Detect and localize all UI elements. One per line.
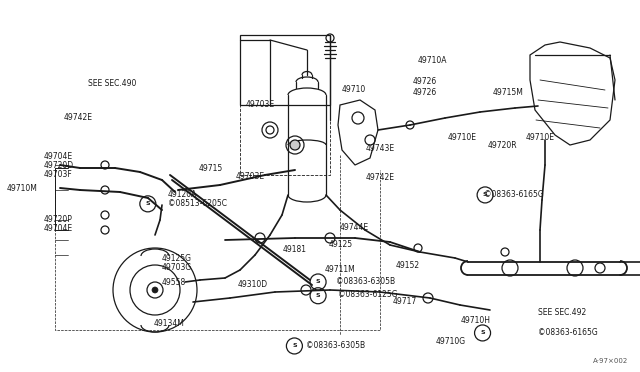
Text: 49710M: 49710M: [6, 185, 37, 193]
Text: S: S: [480, 330, 485, 336]
Text: 49710E: 49710E: [526, 133, 555, 142]
Text: 49152: 49152: [396, 261, 420, 270]
Text: 49125: 49125: [329, 240, 353, 248]
Text: 49558: 49558: [161, 278, 186, 287]
Text: 49704E: 49704E: [44, 152, 73, 161]
Text: A·97×002: A·97×002: [593, 358, 628, 364]
Text: 49310D: 49310D: [238, 280, 268, 289]
Text: 49710: 49710: [342, 85, 366, 94]
Text: S: S: [483, 192, 488, 198]
Text: 49743E: 49743E: [366, 144, 396, 153]
Text: 49744E: 49744E: [339, 223, 369, 232]
Text: 49125G: 49125G: [161, 254, 191, 263]
Text: S: S: [145, 201, 150, 206]
Text: 49710A: 49710A: [418, 56, 447, 65]
Text: 49711M: 49711M: [325, 265, 356, 274]
Text: 49181: 49181: [283, 246, 307, 254]
Text: 49703E: 49703E: [246, 100, 275, 109]
Text: S: S: [316, 293, 321, 298]
Text: ©08363-6305B: ©08363-6305B: [336, 277, 395, 286]
Text: ©08363-6165G: ©08363-6165G: [538, 328, 597, 337]
Text: 49717: 49717: [393, 297, 417, 306]
Text: 49742E: 49742E: [366, 173, 395, 182]
Text: ©08363-6305B: ©08363-6305B: [306, 341, 365, 350]
Text: 49726: 49726: [412, 77, 436, 86]
Text: ©08513-6205C: ©08513-6205C: [168, 199, 227, 208]
Text: ©08363-6125G: ©08363-6125G: [338, 290, 397, 299]
Text: 49134M: 49134M: [154, 319, 184, 328]
Text: 49720P: 49720P: [44, 215, 72, 224]
Text: 49703G: 49703G: [161, 263, 191, 272]
Text: S: S: [292, 343, 297, 349]
Text: ©08363-6165G: ©08363-6165G: [484, 190, 543, 199]
Text: SEE SEC.492: SEE SEC.492: [538, 308, 586, 317]
Text: 49720D: 49720D: [44, 161, 74, 170]
Text: 49742E: 49742E: [64, 113, 93, 122]
Text: 49715: 49715: [198, 164, 223, 173]
Text: 49703F: 49703F: [44, 170, 72, 179]
Text: 49710E: 49710E: [448, 133, 477, 142]
Text: 49715M: 49715M: [493, 88, 524, 97]
Text: 49703E: 49703E: [236, 172, 265, 181]
Text: 49726: 49726: [412, 88, 436, 97]
Text: 49710G: 49710G: [435, 337, 465, 346]
Circle shape: [152, 287, 158, 293]
Text: SEE SEC.490: SEE SEC.490: [88, 79, 137, 88]
Text: S: S: [316, 279, 321, 285]
Text: 49120A: 49120A: [168, 190, 197, 199]
Bar: [240, 35, 330, 105]
Text: 49720R: 49720R: [488, 141, 517, 150]
Circle shape: [290, 140, 300, 150]
Text: 49710H: 49710H: [461, 316, 491, 325]
Text: 49704E: 49704E: [44, 224, 73, 233]
